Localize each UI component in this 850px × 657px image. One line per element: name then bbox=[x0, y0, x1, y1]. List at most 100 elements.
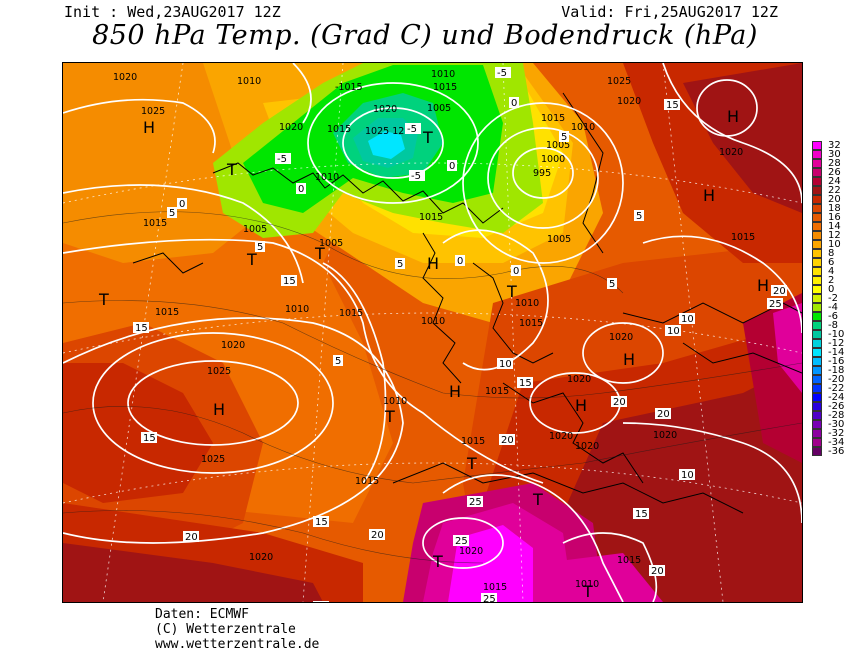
legend-swatch bbox=[812, 438, 822, 447]
pressure-label: 1015 bbox=[433, 82, 457, 93]
pressure-label: 1020 bbox=[567, 374, 591, 385]
pressure-label-text: 1015 bbox=[355, 476, 379, 487]
isotherm-label: 20 bbox=[183, 531, 199, 543]
pressure-label: 1020 bbox=[249, 552, 273, 563]
legend-swatch bbox=[812, 348, 822, 357]
isotherm-label-text: 5 bbox=[397, 259, 403, 270]
legend-label: 28 bbox=[828, 158, 841, 169]
pressure-label-text: 1010 bbox=[315, 172, 339, 183]
legend-swatch bbox=[812, 285, 822, 294]
isotherm-label-text: -5 bbox=[497, 68, 507, 79]
low-pressure-marker: T bbox=[466, 454, 477, 473]
legend-swatch bbox=[812, 204, 822, 213]
legend-swatch bbox=[812, 402, 822, 411]
temp-field-northeast-2 bbox=[683, 63, 802, 213]
pressure-label: 1010 bbox=[575, 579, 599, 590]
footer-website: www.wetterzentrale.de bbox=[155, 637, 320, 652]
legend-label: -18 bbox=[828, 365, 845, 376]
isotherm-label: 25 bbox=[481, 593, 497, 602]
pressure-label: 1020 bbox=[719, 147, 743, 158]
legend-label: -26 bbox=[828, 401, 845, 412]
isotherms bbox=[63, 211, 802, 564]
pressure-label-text: 1020 bbox=[373, 104, 397, 115]
pressure-label: 1020 bbox=[549, 431, 573, 442]
pressure-label: 995 bbox=[533, 168, 551, 179]
legend-swatch bbox=[812, 240, 822, 249]
init-time: Init : Wed,23AUG2017 12Z bbox=[64, 3, 281, 21]
legend-swatch bbox=[812, 366, 822, 375]
valid-time: Valid: Fri,25AUG2017 12Z bbox=[561, 3, 778, 21]
pressure-label: 1015 bbox=[339, 308, 363, 319]
isotherm-label-text: 5 bbox=[609, 279, 615, 290]
pressure-label-text: 1005 bbox=[243, 224, 267, 235]
pressure-label-text: 1015 bbox=[327, 124, 351, 135]
low-pressure-marker: T bbox=[98, 290, 109, 309]
isotherm-label-text: 0 bbox=[449, 161, 455, 172]
legend-label: 4 bbox=[828, 266, 835, 277]
pressure-centers: H H H H H H H H H T T T T T T T T T T T bbox=[98, 107, 769, 601]
isotherm-label-text: 15 bbox=[135, 323, 148, 334]
isotherm-label: 10 bbox=[665, 325, 681, 337]
pressure-label: 1010 bbox=[571, 122, 595, 133]
isotherm-label: 15 bbox=[281, 275, 297, 287]
legend-label: 14 bbox=[828, 221, 841, 232]
legend-label: 0 bbox=[828, 284, 835, 295]
pressure-label: 1025 bbox=[141, 106, 165, 117]
legend-swatch bbox=[812, 150, 822, 159]
isotherm-label: 0 bbox=[509, 97, 519, 109]
isotherm-label: 0 bbox=[447, 160, 457, 172]
pressure-label: 1015 bbox=[355, 476, 379, 487]
pressure-label-text: 1020 bbox=[719, 147, 743, 158]
pressure-label: 1020 bbox=[113, 72, 137, 83]
isotherm-label-text: 10 bbox=[499, 359, 512, 370]
low-pressure-marker: T bbox=[582, 582, 593, 601]
legend-label: -22 bbox=[828, 383, 845, 394]
pressure-label: 1020 bbox=[279, 122, 303, 133]
pressure-label: 1020 bbox=[221, 340, 245, 351]
pressure-label-text: 1010 bbox=[515, 298, 539, 309]
lat-lon-grid bbox=[63, 63, 802, 602]
pressure-label: -1015 bbox=[335, 82, 363, 93]
pressure-label: 1020 bbox=[609, 332, 633, 343]
isotherm-label-text: 5 bbox=[257, 242, 263, 253]
isotherm-label: 15 bbox=[133, 322, 149, 334]
pressure-label: 1005 bbox=[547, 234, 571, 245]
isotherm-label: -5 bbox=[409, 170, 425, 182]
isotherm-label-text: -5 bbox=[407, 124, 417, 135]
legend-swatch bbox=[812, 393, 822, 402]
isotherm-label: 5 bbox=[634, 210, 644, 222]
legend-swatch bbox=[812, 312, 822, 321]
legend-swatch bbox=[812, 447, 822, 456]
high-pressure-marker: H bbox=[727, 107, 739, 126]
pressure-label-text: 1025 bbox=[141, 106, 165, 117]
isotherm-label: 25 bbox=[313, 601, 329, 602]
pressure-label-text: 1020 bbox=[113, 72, 137, 83]
pressure-label-text: 1005 bbox=[546, 140, 570, 151]
legend-label: -8 bbox=[828, 320, 838, 331]
legend-label: -6 bbox=[828, 311, 838, 322]
isotherm-label: 0 bbox=[511, 265, 521, 277]
isotherm-label-text: 0 bbox=[179, 199, 185, 210]
high-pressure-marker: H bbox=[623, 350, 635, 369]
temp-field-southwest-2 bbox=[63, 543, 323, 602]
legend-swatch bbox=[812, 177, 822, 186]
isotherm-label: -5 bbox=[495, 67, 511, 79]
isotherm-label: 20 bbox=[611, 396, 627, 408]
isotherm-label-text: 25 bbox=[469, 497, 482, 508]
pressure-label: 1020 bbox=[653, 430, 677, 441]
pressure-label: 1010 bbox=[285, 304, 309, 315]
isotherm-label-text: 0 bbox=[511, 98, 517, 109]
pressure-label: 1015 bbox=[327, 124, 351, 135]
pressure-label-text: 1020 bbox=[279, 122, 303, 133]
legend-label: 32 bbox=[828, 140, 841, 151]
legend-label: -12 bbox=[828, 338, 845, 349]
map-title: 850 hPa Temp. (Grad C) und Bodendruck (h… bbox=[92, 20, 758, 51]
pressure-label: 1020 bbox=[459, 546, 483, 557]
pressure-label: 1015 bbox=[485, 386, 509, 397]
isotherm-label-text: 10 bbox=[681, 314, 694, 325]
pressure-label-text: 1020 bbox=[609, 332, 633, 343]
isotherm-label: 5 bbox=[333, 355, 343, 367]
isotherm-label: 20 bbox=[771, 285, 787, 297]
weather-map[interactable]: 1020 1025 1010 -1015 1015 1010 1020 1005 1015 102… bbox=[62, 62, 803, 603]
